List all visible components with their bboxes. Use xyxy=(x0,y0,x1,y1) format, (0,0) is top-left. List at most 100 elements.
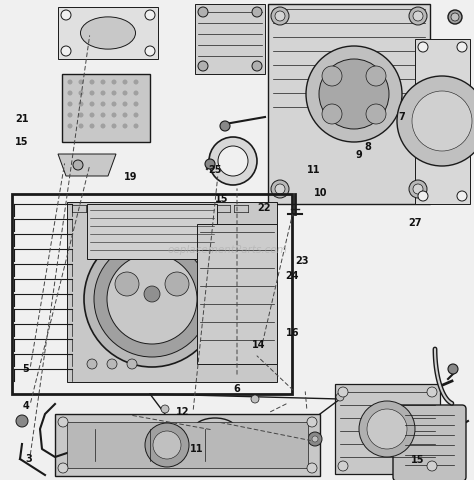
Text: 3: 3 xyxy=(25,454,32,463)
Text: oeplacementParts.com: oeplacementParts.com xyxy=(168,245,287,254)
Circle shape xyxy=(79,124,83,129)
Bar xyxy=(415,40,470,204)
Circle shape xyxy=(275,12,285,22)
Circle shape xyxy=(457,43,467,53)
Circle shape xyxy=(58,463,68,473)
Circle shape xyxy=(161,405,169,413)
Bar xyxy=(195,5,265,75)
Circle shape xyxy=(87,359,97,369)
Circle shape xyxy=(427,387,437,397)
Circle shape xyxy=(61,47,71,57)
Circle shape xyxy=(252,8,262,18)
Circle shape xyxy=(307,463,317,473)
Circle shape xyxy=(367,409,407,449)
Text: 11: 11 xyxy=(307,165,320,175)
Circle shape xyxy=(251,395,259,403)
Circle shape xyxy=(457,192,467,202)
Circle shape xyxy=(308,432,322,446)
Circle shape xyxy=(122,80,128,85)
Text: 7: 7 xyxy=(399,112,405,121)
Circle shape xyxy=(111,102,117,107)
Circle shape xyxy=(79,80,83,85)
Circle shape xyxy=(359,401,415,457)
Circle shape xyxy=(220,122,230,132)
Bar xyxy=(197,225,277,364)
Bar xyxy=(87,204,217,260)
Circle shape xyxy=(427,461,437,471)
Circle shape xyxy=(338,387,348,397)
Circle shape xyxy=(165,273,189,296)
Bar xyxy=(62,75,150,143)
Circle shape xyxy=(127,359,137,369)
Circle shape xyxy=(145,11,155,21)
Circle shape xyxy=(90,91,94,96)
Circle shape xyxy=(145,423,189,467)
Circle shape xyxy=(448,364,458,374)
Circle shape xyxy=(412,92,472,152)
Circle shape xyxy=(67,124,73,129)
Circle shape xyxy=(409,8,427,26)
Circle shape xyxy=(111,113,117,118)
Bar xyxy=(12,194,292,394)
Bar xyxy=(67,203,277,382)
Circle shape xyxy=(198,8,208,18)
Circle shape xyxy=(432,418,440,426)
Circle shape xyxy=(67,91,73,96)
Circle shape xyxy=(79,113,83,118)
Text: 12: 12 xyxy=(176,407,189,416)
Circle shape xyxy=(111,124,117,129)
Circle shape xyxy=(134,113,138,118)
Text: 21: 21 xyxy=(15,114,28,124)
Circle shape xyxy=(100,91,106,96)
Circle shape xyxy=(94,241,210,357)
Circle shape xyxy=(134,124,138,129)
Circle shape xyxy=(153,431,181,459)
Circle shape xyxy=(67,80,73,85)
Text: 10: 10 xyxy=(314,188,328,198)
Circle shape xyxy=(111,91,117,96)
FancyBboxPatch shape xyxy=(393,405,466,480)
Circle shape xyxy=(322,67,342,87)
Circle shape xyxy=(306,47,402,143)
Text: 15: 15 xyxy=(215,193,228,203)
Circle shape xyxy=(90,80,94,85)
Text: 25: 25 xyxy=(208,165,221,174)
Text: 22: 22 xyxy=(258,203,271,212)
Circle shape xyxy=(338,461,348,471)
Circle shape xyxy=(61,11,71,21)
Circle shape xyxy=(413,12,423,22)
Text: 11: 11 xyxy=(190,444,203,453)
Circle shape xyxy=(397,77,474,167)
Circle shape xyxy=(100,102,106,107)
Text: 23: 23 xyxy=(295,255,309,265)
Circle shape xyxy=(115,273,139,296)
Circle shape xyxy=(107,359,117,369)
Circle shape xyxy=(122,113,128,118)
Circle shape xyxy=(67,102,73,107)
Circle shape xyxy=(122,124,128,129)
Circle shape xyxy=(134,80,138,85)
Text: 15: 15 xyxy=(411,454,425,464)
Circle shape xyxy=(275,185,285,194)
Bar xyxy=(268,5,430,204)
Circle shape xyxy=(58,417,68,427)
Circle shape xyxy=(205,160,215,169)
Circle shape xyxy=(322,105,342,125)
Circle shape xyxy=(409,180,427,199)
Circle shape xyxy=(144,287,160,302)
Ellipse shape xyxy=(81,18,136,50)
Circle shape xyxy=(100,80,106,85)
Circle shape xyxy=(67,113,73,118)
Text: 14: 14 xyxy=(252,340,265,349)
Text: 19: 19 xyxy=(124,171,137,181)
Text: 15: 15 xyxy=(15,137,28,146)
Circle shape xyxy=(73,161,83,171)
Bar xyxy=(55,414,320,476)
Text: 16: 16 xyxy=(286,327,300,337)
Text: 8: 8 xyxy=(364,142,371,151)
Circle shape xyxy=(218,147,248,177)
Circle shape xyxy=(413,185,423,194)
Circle shape xyxy=(366,67,386,87)
Circle shape xyxy=(100,113,106,118)
Circle shape xyxy=(134,102,138,107)
